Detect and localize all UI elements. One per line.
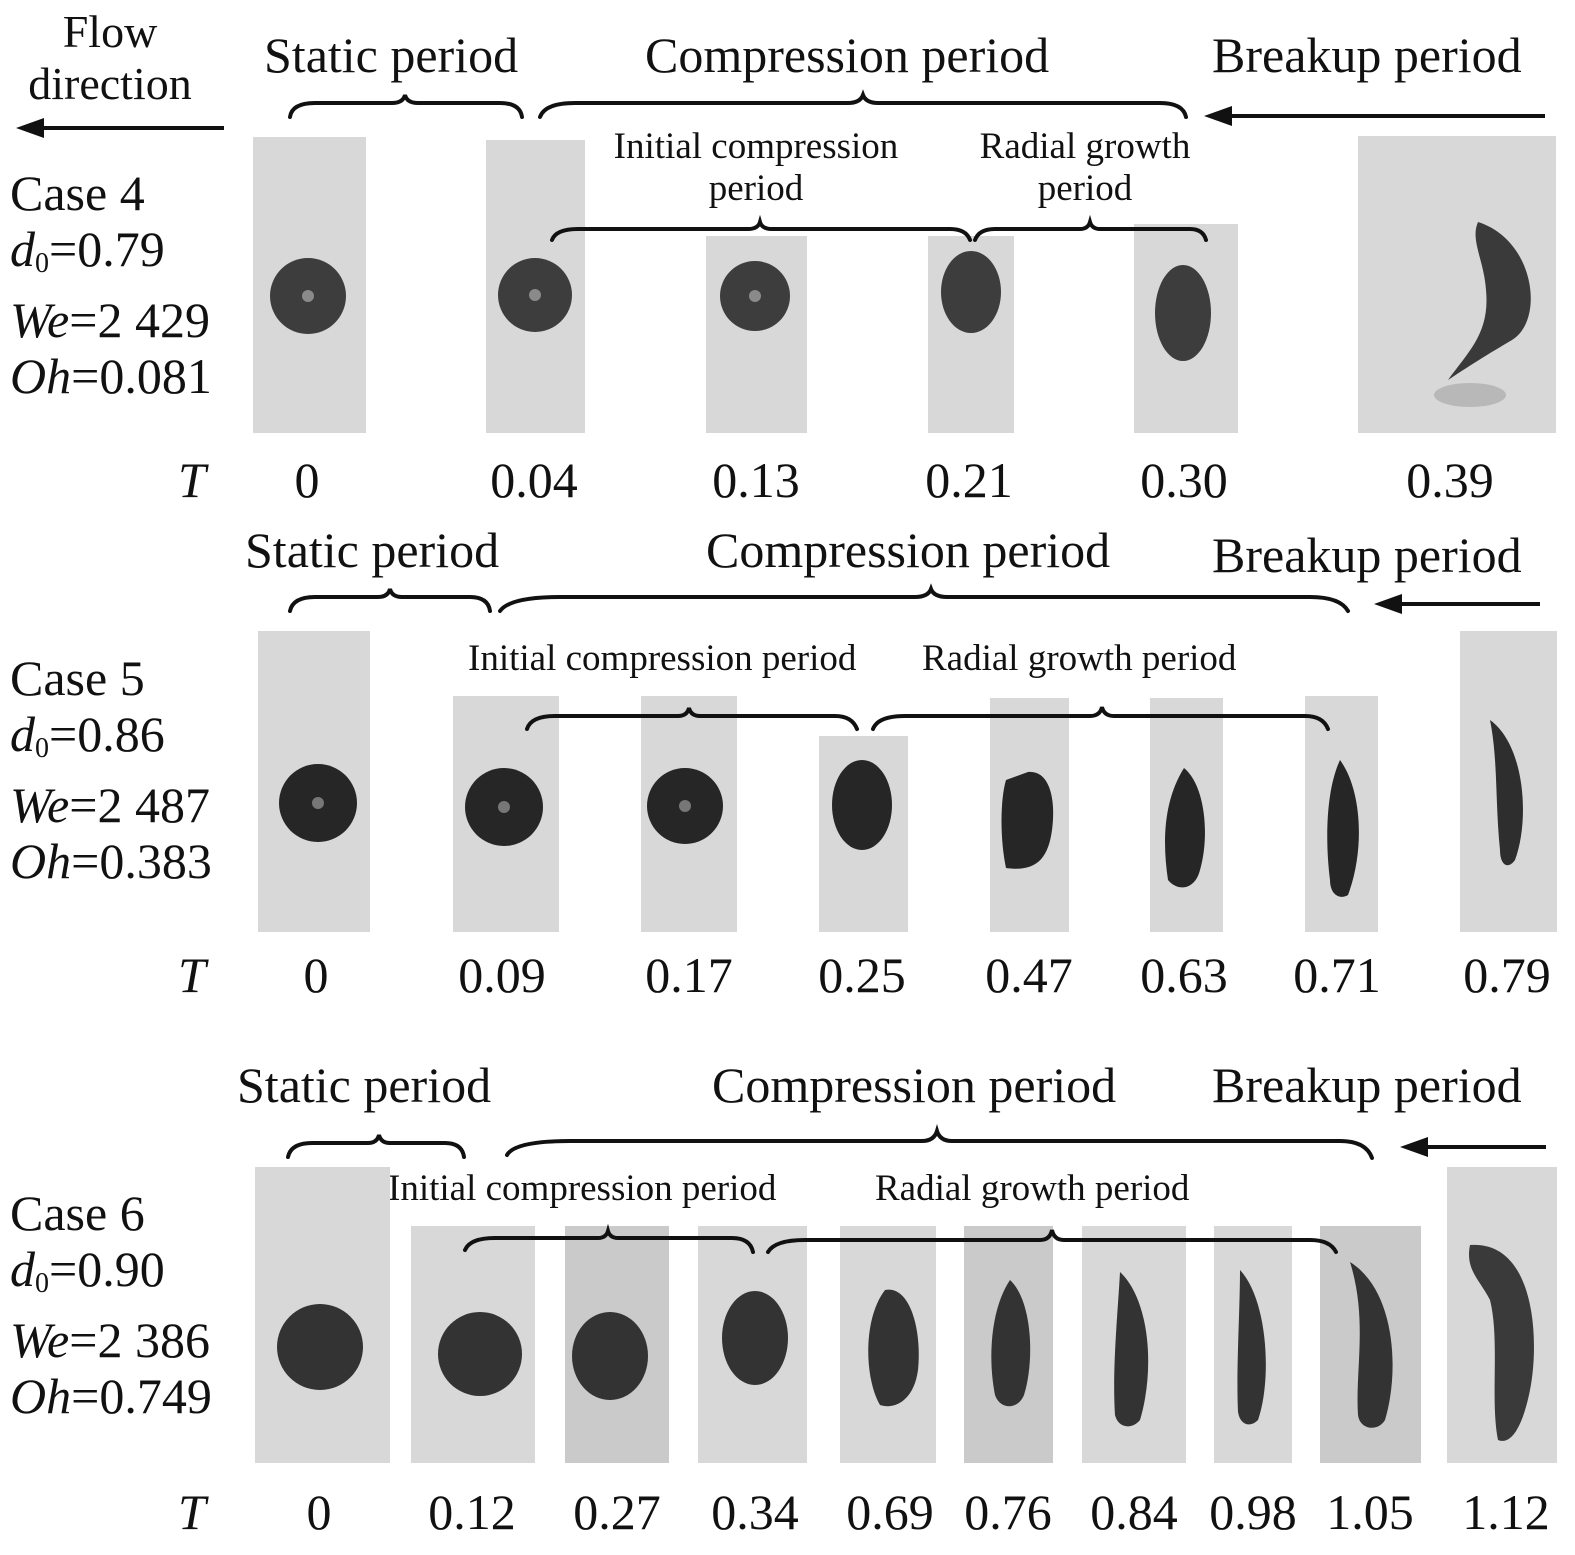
case6-droplet-5 (868, 1289, 919, 1407)
case5-static-period-label: Static period (245, 522, 500, 578)
case6-droplet-9 (1350, 1262, 1393, 1428)
case6-time-4: 0.34 (711, 1484, 799, 1540)
case6-static-period-label: Static period (237, 1057, 492, 1113)
case6-time-5: 0.69 (846, 1484, 934, 1540)
case4-parameters: Case 4 d0=0.79 We=2 429 Oh=0.081 (10, 165, 212, 404)
case6-droplet-10 (1469, 1244, 1534, 1441)
case5-time-8: 0.79 (1463, 947, 1551, 1003)
case5-droplet-8 (1490, 720, 1523, 866)
case4-we: We=2 429 (10, 292, 210, 348)
case6-time-3: 0.27 (573, 1484, 661, 1540)
case6-time-1: 0 (306, 1484, 332, 1540)
case6-oh: Oh=0.749 (10, 1368, 212, 1424)
case6-we: We=2 386 (10, 1312, 210, 1368)
case6-static-brace (286, 1134, 466, 1159)
case5-time-7: 0.71 (1293, 947, 1381, 1003)
case5-droplet-6 (1165, 768, 1205, 888)
case6-droplet-3 (572, 1312, 648, 1400)
case6-breakup-period-label: Breakup period (1212, 1057, 1522, 1113)
case4-radial-growth-label: Radial growth period (979, 126, 1191, 209)
case6-droplet-6 (991, 1280, 1031, 1407)
case4-droplet-5 (1155, 265, 1211, 361)
case5-d0: d0=0.86 (10, 706, 165, 764)
case4-name: Case 4 (10, 165, 145, 221)
case5-droplet-7 (1327, 760, 1359, 897)
case6-droplet-4 (722, 1291, 788, 1385)
case6-compression-brace (505, 1124, 1374, 1160)
case4-static-period-label: Static period (264, 27, 519, 83)
case5-initial-compression-brace (525, 707, 859, 731)
case6-parameters: Case 6 d0=0.90 We=2 386 Oh=0.749 (10, 1185, 212, 1424)
case4-time-5: 0.30 (1140, 452, 1228, 508)
case5-time-4: 0.25 (818, 947, 906, 1003)
case5-time-6: 0.63 (1140, 947, 1228, 1003)
case6-compression-period-label: Compression period (712, 1057, 1117, 1113)
case4-initial-compression-brace (550, 214, 972, 242)
braces (286, 89, 1374, 1254)
case6-time-6: 0.76 (964, 1484, 1052, 1540)
case5-radial-growth-brace (871, 706, 1330, 731)
case6-droplet-1 (277, 1304, 363, 1390)
case4-compression-brace (538, 89, 1188, 119)
case4-time-6: 0.39 (1406, 452, 1494, 508)
case4-time-1: 0 (294, 452, 320, 508)
case4-breakup-period-label: Breakup period (1212, 27, 1522, 83)
case6-breakup-arrow-icon (1400, 1137, 1546, 1157)
case5-breakup-period-label: Breakup period (1212, 527, 1522, 583)
case5-initial-compression-label: Initial compression period (468, 638, 857, 679)
case5-radial-growth-label: Radial growth period (922, 638, 1237, 679)
case4-static-brace (288, 94, 524, 119)
case6-time-7: 0.84 (1090, 1484, 1178, 1540)
case5-name: Case 5 (10, 650, 145, 706)
case5-static-brace (288, 588, 492, 613)
case4-breakup-arrow-icon (1204, 106, 1545, 126)
case5-breakup-arrow-icon (1374, 594, 1540, 614)
flow-arrows (16, 106, 1546, 1157)
flow-direction-line1: Flow (62, 6, 158, 57)
case6-t-label: T (178, 1484, 206, 1540)
case5-droplet-4 (832, 760, 892, 850)
case5-droplet-5 (1001, 771, 1054, 869)
case6-time-2: 0.12 (428, 1484, 516, 1540)
flow-direction-arrow-icon (16, 118, 224, 138)
flow-direction-label: Flow direction (0, 6, 220, 110)
case5-time-2: 0.09 (458, 947, 546, 1003)
case4-time-2: 0.04 (490, 452, 578, 508)
droplets (270, 222, 1534, 1441)
case6-time-9: 1.05 (1326, 1484, 1414, 1540)
case5-we: We=2 487 (10, 777, 210, 833)
case6-droplet-2 (438, 1312, 522, 1396)
case6-radial-growth-label: Radial growth period (875, 1168, 1190, 1209)
case5-time-5: 0.47 (985, 947, 1073, 1003)
case5-parameters: Case 5 d0=0.86 We=2 487 Oh=0.383 (10, 650, 212, 889)
case6-droplet-8 (1237, 1270, 1266, 1425)
case5-compression-period-label: Compression period (706, 522, 1111, 578)
case5-oh: Oh=0.383 (10, 833, 212, 889)
case5-t-label: T (178, 947, 206, 1003)
case4-compression-period-label: Compression period (645, 27, 1050, 83)
case6-droplet-7 (1114, 1272, 1149, 1427)
case6-time-8: 0.98 (1209, 1484, 1297, 1540)
case6-time-10: 1.12 (1462, 1484, 1550, 1540)
case4-initial-compression-label: Initial compression period (613, 126, 899, 209)
case4-droplet-4 (941, 251, 1001, 333)
case5-compression-brace (498, 583, 1350, 613)
case4-oh: Oh=0.081 (10, 348, 212, 404)
case5-time-1: 0 (303, 947, 329, 1003)
case6-d0: d0=0.90 (10, 1241, 165, 1299)
case4-d0: d0=0.79 (10, 221, 165, 279)
case4-radial-growth-brace (973, 214, 1208, 242)
flow-direction-line2: direction (28, 58, 192, 109)
case6-initial-compression-brace (463, 1223, 755, 1254)
case4-time-3: 0.13 (712, 452, 800, 508)
case6-name: Case 6 (10, 1185, 145, 1241)
case4-droplet-6 (1448, 222, 1531, 380)
case4-t-label: T (178, 452, 206, 508)
case5-time-3: 0.17 (645, 947, 733, 1003)
case6-radial-growth-brace (766, 1229, 1338, 1254)
case6-initial-compression-label: Initial compression period (388, 1168, 777, 1209)
case4-time-4: 0.21 (925, 452, 1013, 508)
